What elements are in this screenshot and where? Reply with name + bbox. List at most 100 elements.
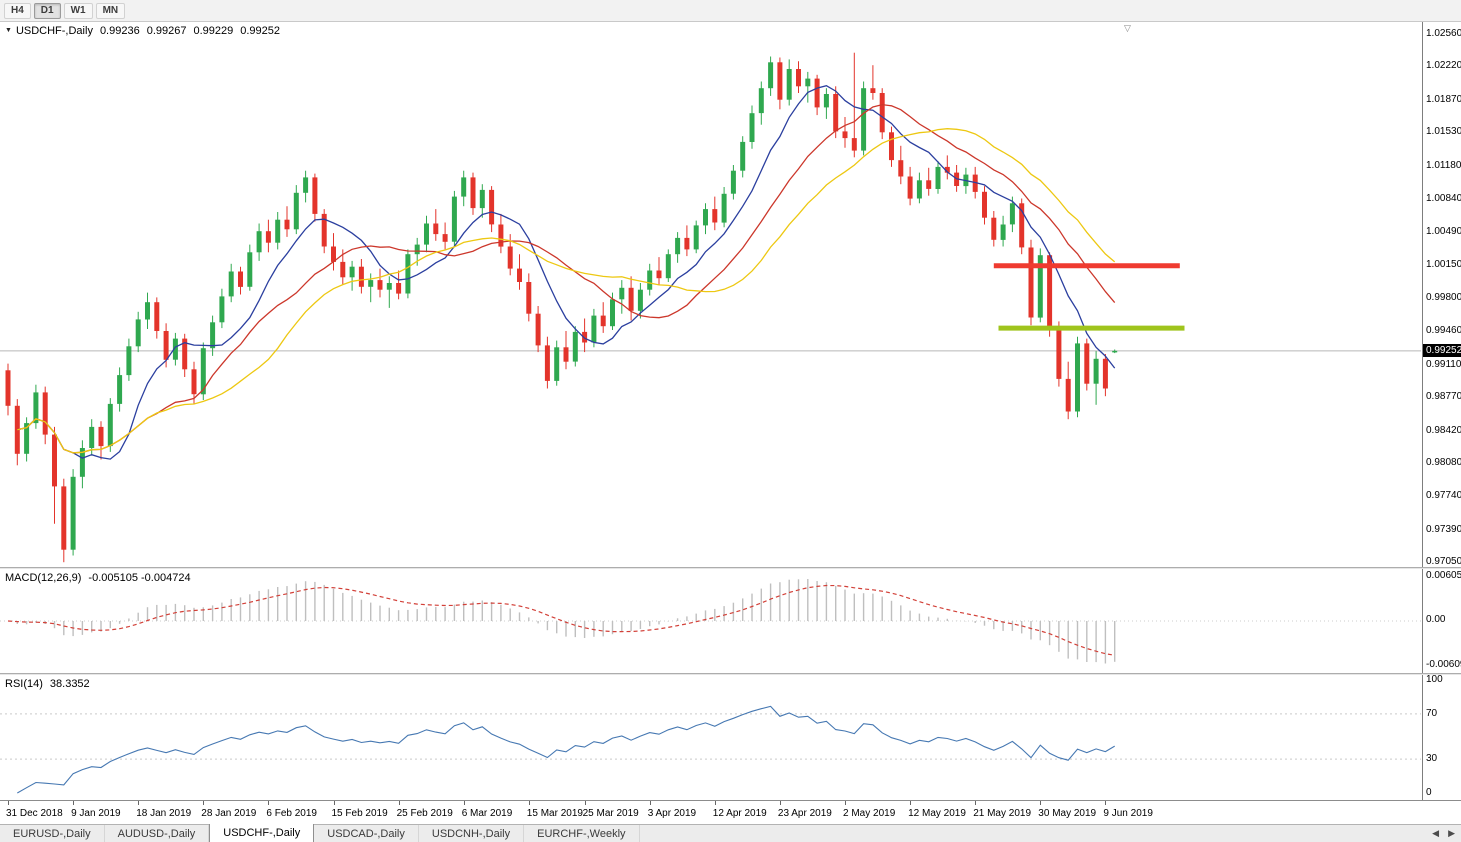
candle-body	[833, 94, 839, 132]
candle-body	[117, 375, 123, 404]
time-axis-tick	[203, 801, 205, 805]
candle-body	[1047, 255, 1053, 330]
macd-chart-svg[interactable]	[0, 569, 1421, 673]
candle-body	[349, 266, 355, 278]
candle-body	[935, 166, 941, 189]
candle-body	[870, 88, 876, 93]
price-tick-label: 1.00840	[1426, 192, 1461, 204]
candle-body	[600, 315, 606, 327]
candle-body	[265, 231, 271, 243]
pane-divider[interactable]	[0, 567, 1461, 569]
chart-title: ▼ USDCHF-,Daily 0.99236 0.99267 0.99229 0.992…	[5, 25, 280, 37]
time-axis-tick	[975, 801, 977, 805]
candle-body	[312, 177, 318, 214]
tab-eurchf-weekly[interactable]: EURCHF-,Weekly	[524, 825, 640, 842]
candle-body	[656, 270, 662, 279]
candle-body	[126, 346, 132, 376]
chart-shift-marker-icon[interactable]: ▽	[1124, 23, 1131, 33]
tabs-scroll-left-icon[interactable]: ◀	[1432, 828, 1440, 838]
price-axis[interactable]: 1.02560 1.02220 1.01870 1.01530 1.01180 1.008…	[1422, 22, 1461, 567]
candle-body	[424, 223, 429, 245]
ma-slow-line	[17, 128, 1116, 454]
candle-body	[814, 78, 820, 108]
candle-body	[61, 486, 67, 550]
candle-body	[740, 141, 746, 171]
time-axis-tick	[910, 801, 912, 805]
price-tick-label: 0.97050	[1426, 556, 1461, 568]
candle-body	[572, 331, 578, 362]
chart-high-value: 0.99267	[146, 25, 187, 37]
macd-label: MACD(12,26,9) -0.005105 -0.004724	[5, 572, 191, 584]
time-axis-label: 6 Feb 2019	[266, 808, 317, 819]
time-axis-label: 15 Feb 2019	[331, 808, 388, 819]
candle-body	[749, 113, 755, 142]
time-axis-label: 12 May 2019	[908, 808, 966, 819]
candle-body	[172, 338, 178, 360]
timeframe-d1-button[interactable]: D1	[33, 2, 61, 19]
time-axis-label: 25 Mar 2019	[582, 808, 639, 819]
time-axis-label: 2 May 2019	[843, 808, 896, 819]
candle-body	[70, 476, 76, 550]
candle-body	[796, 69, 801, 87]
time-axis-label: 23 Apr 2019	[777, 808, 832, 819]
candle-body	[358, 266, 364, 287]
price-tick-label: 1.02560	[1426, 27, 1461, 39]
candle-body	[712, 209, 718, 223]
candle-body	[526, 282, 532, 314]
tab-audusd-daily[interactable]: AUDUSD-,Daily	[105, 825, 210, 842]
time-axis-label: 31 Dec 2018	[6, 808, 63, 819]
candle-body	[135, 319, 141, 347]
candle-body	[1102, 358, 1108, 389]
candle-body	[1065, 378, 1071, 412]
rsi-pane: 100 70 30 0 RSI(14) 38.3352	[0, 675, 1461, 800]
time-axis-label: 12 Apr 2019	[712, 808, 767, 819]
time-axis-label: 28 Jan 2019	[201, 808, 257, 819]
candle-body	[303, 177, 309, 193]
tab-eurusd-daily[interactable]: EURUSD-,Daily	[0, 825, 105, 842]
price-tick-label: 0.97390	[1426, 523, 1461, 535]
candle-body	[805, 78, 811, 87]
timeframe-h4-button[interactable]: H4	[4, 2, 31, 19]
candle-body	[721, 193, 727, 223]
time-axis-label: 15 Mar 2019	[526, 808, 583, 819]
candle-body	[879, 93, 885, 133]
candle-body	[331, 246, 336, 262]
tab-usdchf-daily[interactable]: USDCHF-,Daily	[209, 824, 315, 842]
current-price-badge: 0.99252	[1423, 343, 1461, 357]
price-chart-svg[interactable]	[0, 22, 1421, 567]
candle-body	[275, 219, 281, 243]
candle-body	[219, 296, 225, 323]
time-axis-tick	[138, 801, 140, 805]
pane-divider[interactable]	[0, 673, 1461, 675]
price-pane: 1.02560 1.02220 1.01870 1.01530 1.01180 1.008…	[0, 22, 1461, 567]
tab-usdcnh-daily[interactable]: USDCNH-,Daily	[419, 825, 525, 842]
candle-body	[610, 299, 615, 327]
candle-body	[544, 345, 550, 381]
timeframe-toolbar: H4 D1 W1 MN	[0, 0, 1461, 22]
timeframe-w1-button[interactable]: W1	[63, 2, 93, 19]
rsi-chart-svg[interactable]	[0, 675, 1421, 800]
candle-body	[442, 234, 448, 242]
macd-axis-label: 0.006058	[1426, 570, 1461, 581]
candle-body	[79, 448, 85, 477]
time-axis-label: 30 May 2019	[1038, 808, 1097, 819]
tab-usdcad-daily[interactable]: USDCAD-,Daily	[314, 825, 419, 842]
candle-body	[154, 302, 160, 331]
macd-axis[interactable]: 0.006058 0.00 -0.006096	[1422, 569, 1461, 673]
time-axis-label: 21 May 2019	[973, 808, 1032, 819]
candle-body	[293, 192, 299, 230]
rsi-axis[interactable]: 100 70 30 0	[1422, 675, 1461, 800]
chart-open-value: 0.99236	[99, 25, 140, 37]
chart-menu-arrow-icon[interactable]: ▼	[5, 27, 12, 34]
candle-body	[517, 268, 522, 282]
time-axis[interactable]: 31 Dec 2018 9 Jan 2019 18 Jan 2019 28 Jan 2…	[0, 800, 1461, 824]
candle-body	[563, 347, 569, 362]
rsi-line	[17, 705, 1115, 794]
rsi-label: RSI(14) 38.3352	[5, 678, 90, 690]
candle-body	[1056, 329, 1062, 379]
candle-body	[730, 170, 736, 194]
timeframe-mn-button[interactable]: MN	[95, 2, 126, 19]
tabs-scroll-right-icon[interactable]: ▶	[1448, 828, 1455, 838]
chart-close-value: 0.99252	[240, 25, 280, 37]
candle-body	[1009, 203, 1015, 225]
